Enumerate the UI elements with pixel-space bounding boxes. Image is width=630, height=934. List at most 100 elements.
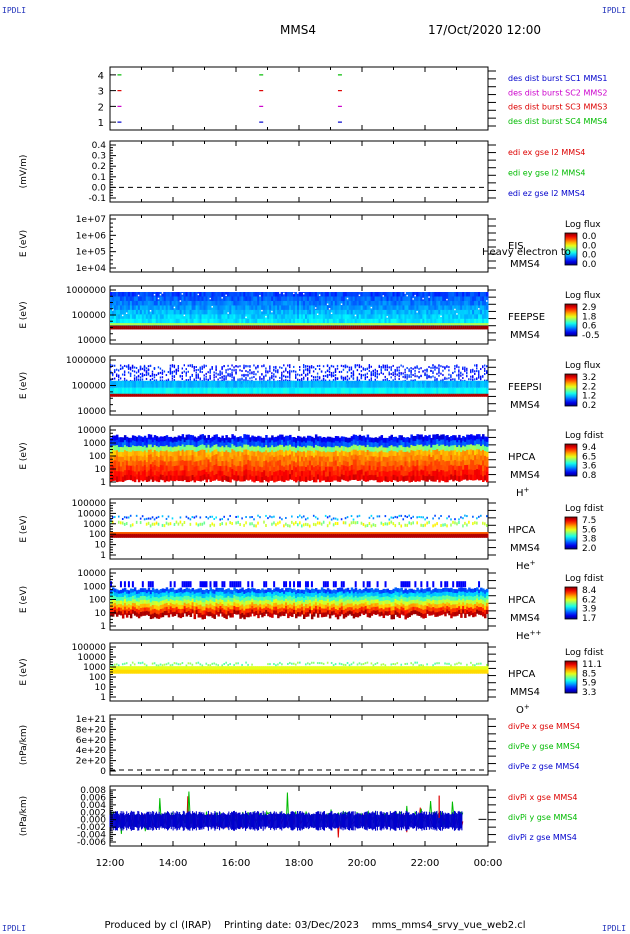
species-charge-8: + bbox=[524, 703, 530, 711]
colorbar-tick-label-8: 5.9 bbox=[582, 679, 597, 689]
instrument-label-6: HPCA bbox=[508, 525, 536, 536]
y-tick-label-10: -0.006 bbox=[77, 838, 106, 848]
colorbar-tick-label-7: 3.9 bbox=[582, 605, 597, 615]
y-tick-label-4: 10000 bbox=[77, 407, 106, 417]
x-tick-label: 16:00 bbox=[222, 858, 251, 869]
legend-label-10: divPi y gse MMS4 bbox=[508, 813, 577, 822]
y-tick-label-3: 1000000 bbox=[66, 286, 106, 296]
y-tick-label-2: 1e+04 bbox=[76, 264, 107, 274]
spectrogram-8 bbox=[110, 661, 489, 674]
colorbar-5 bbox=[564, 443, 578, 477]
y-axis-label-8: E (eV) bbox=[19, 658, 29, 685]
instrument-label-5: HPCA bbox=[508, 452, 536, 463]
colorbar-tick-label-3: 2.9 bbox=[582, 303, 597, 313]
spectrogram-7 bbox=[110, 581, 489, 620]
species-charge-5: + bbox=[524, 486, 530, 494]
colorbar-tick-label-8: 3.3 bbox=[582, 688, 596, 698]
colorbar-tick-label-4: 2.2 bbox=[582, 382, 596, 392]
spacecraft-title: MMS4 bbox=[280, 23, 316, 37]
y-tick-label-1: -0.1 bbox=[88, 194, 106, 204]
y-axis-label-7: E (eV) bbox=[19, 586, 29, 613]
y-tick-label-9: 8e+20 bbox=[76, 725, 107, 735]
legend-label-9: divPe y gse MMS4 bbox=[508, 742, 580, 751]
spacecraft-label-7: MMS4 bbox=[510, 613, 540, 624]
y-tick-label-8: 1 bbox=[100, 693, 106, 703]
y-tick-label-9: 0 bbox=[100, 767, 106, 777]
species-label-8: O+ bbox=[516, 703, 530, 716]
y-tick-label-10: 0.000 bbox=[80, 816, 106, 826]
y-axis-label-1: (mV/m) bbox=[19, 155, 29, 189]
y-tick-label-10: -0.004 bbox=[77, 831, 106, 841]
y-axis-label-3: E (eV) bbox=[19, 301, 29, 328]
y-axis-label-9: (nPa/km) bbox=[19, 725, 29, 765]
instrument-label-7: HPCA bbox=[508, 595, 536, 606]
species-label-7: He++ bbox=[516, 629, 542, 642]
y-tick-label-3: 100000 bbox=[72, 311, 107, 321]
y-tick-label-6: 100 bbox=[89, 530, 106, 540]
y-tick-label-0: 1 bbox=[98, 118, 104, 129]
colorbar-title-3: Log flux bbox=[565, 291, 601, 301]
legend-label-1: edi ex gse l2 MMS4 bbox=[508, 148, 585, 157]
y-axis-label-5: E (eV) bbox=[19, 442, 29, 469]
colorbar-7 bbox=[564, 586, 578, 620]
y-tick-label-1: 0.3 bbox=[92, 152, 106, 162]
spacecraft-label-3: MMS4 bbox=[510, 330, 540, 341]
colorbar-title-6: Log fdist bbox=[565, 504, 604, 514]
legend-label-0: des dist burst SC1 MMS1 bbox=[508, 74, 607, 83]
y-tick-label-10: 0.004 bbox=[80, 801, 106, 811]
instrument-label-4: FEEPSI bbox=[508, 382, 542, 393]
legend-label-9: divPe x gse MMS4 bbox=[508, 722, 580, 731]
y-tick-label-10: 0.006 bbox=[80, 793, 106, 803]
colorbar-title-2: Log flux bbox=[565, 220, 601, 230]
y-tick-label-9: 6e+20 bbox=[76, 736, 107, 746]
corner-label-bottom-right: IPDLI bbox=[602, 924, 627, 933]
y-tick-label-7: 100 bbox=[89, 596, 106, 606]
colorbar-tick-label-5: 9.4 bbox=[582, 443, 597, 453]
y-tick-label-5: 1000 bbox=[83, 439, 106, 449]
y-tick-label-0: 3 bbox=[98, 87, 104, 98]
overlay-label-2: Heavy electron to bbox=[482, 247, 571, 258]
y-tick-label-10: -0.002 bbox=[77, 823, 106, 833]
x-tick-label: 00:00 bbox=[474, 858, 503, 869]
colorbar-4 bbox=[564, 373, 578, 407]
y-tick-label-1: 0.1 bbox=[92, 173, 106, 183]
spacecraft-label-5: MMS4 bbox=[510, 470, 540, 481]
legend-label-9: divPe z gse MMS4 bbox=[508, 762, 579, 771]
y-tick-label-7: 10 bbox=[95, 609, 107, 619]
datetime-title: 17/Oct/2020 12:00 bbox=[428, 23, 542, 37]
y-tick-label-2: 1e+05 bbox=[76, 248, 106, 258]
colorbar-tick-label-2: 0.0 bbox=[582, 260, 597, 270]
corner-label-top-right: IPDLI bbox=[602, 6, 627, 15]
colorbar-8 bbox=[564, 660, 578, 694]
instrument-label-8: HPCA bbox=[508, 669, 536, 680]
x-tick-label: 14:00 bbox=[159, 858, 188, 869]
y-axis-label-2: E (eV) bbox=[19, 230, 29, 257]
y-tick-label-5: 100 bbox=[89, 452, 106, 462]
y-tick-label-10: 0.002 bbox=[80, 808, 106, 818]
footer-printing-date: Printing date: 03/Dec/2023 bbox=[223, 920, 359, 931]
y-tick-label-8: 100 bbox=[89, 673, 106, 683]
y-tick-label-6: 100000 bbox=[72, 499, 107, 509]
x-tick-label: 18:00 bbox=[285, 858, 314, 869]
y-tick-label-6: 1 bbox=[100, 551, 106, 561]
colorbar-tick-label-6: 5.6 bbox=[582, 525, 597, 535]
footer: Produced by cl (IRAP) Printing date: 03/… bbox=[0, 920, 630, 931]
panel-frame-6 bbox=[109, 498, 489, 560]
footer-filename: mms_mms4_srvy_vue_web2.cl bbox=[371, 920, 526, 931]
spacecraft-label-6: MMS4 bbox=[510, 543, 540, 554]
y-tick-label-6: 10 bbox=[95, 541, 107, 551]
species-charge-7: ++ bbox=[530, 629, 542, 637]
colorbar-tick-label-3: 1.8 bbox=[582, 312, 597, 322]
y-tick-label-6: 10000 bbox=[77, 509, 106, 519]
colorbar-title-7: Log fdist bbox=[565, 574, 604, 584]
colorbar-6 bbox=[564, 516, 578, 550]
legend-label-10: divPi z gse MMS4 bbox=[508, 833, 577, 842]
y-tick-label-2: 1e+07 bbox=[76, 215, 106, 225]
colorbar-tick-label-7: 1.7 bbox=[582, 614, 596, 624]
spacecraft-label-4: MMS4 bbox=[510, 400, 540, 411]
legend-label-0: des dist burst SC3 MMS3 bbox=[508, 103, 607, 112]
y-tick-label-0: 2 bbox=[98, 102, 104, 113]
legend-label-1: edi ez gse l2 MMS4 bbox=[508, 189, 585, 198]
y-tick-label-5: 10000 bbox=[77, 426, 106, 436]
